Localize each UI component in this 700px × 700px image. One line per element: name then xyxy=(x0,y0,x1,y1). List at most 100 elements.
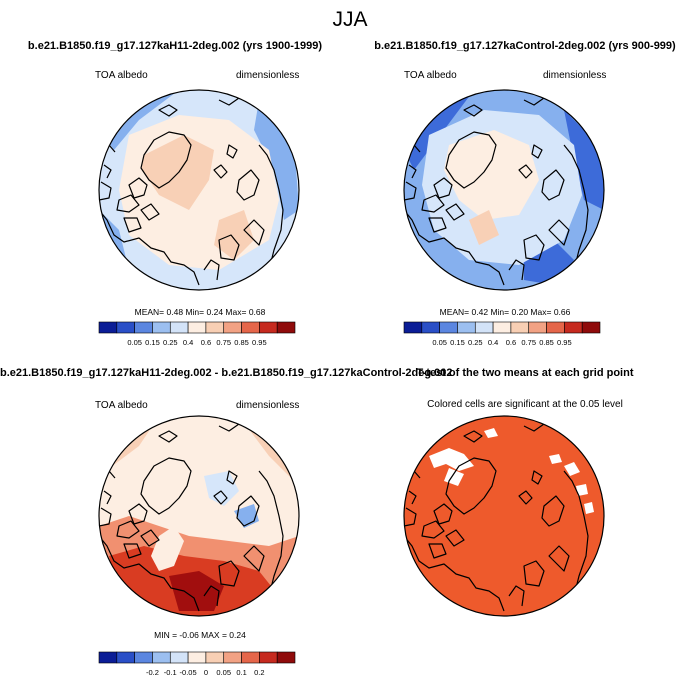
insignificant-region xyxy=(549,454,562,464)
colorbar-swatch xyxy=(169,321,189,334)
insignificant-region xyxy=(484,428,498,438)
map-border xyxy=(98,415,300,617)
colorbar-swatch xyxy=(187,321,207,334)
colorbar-tick-label: 0.25 xyxy=(468,338,483,347)
panel-2-stats: MEAN= 0.42 Min= 0.20 Max= 0.66 xyxy=(439,307,571,317)
colorbar-tick-label: 0.95 xyxy=(252,338,267,347)
albedo-low-region xyxy=(564,110,604,210)
colorbar-swatch xyxy=(241,321,260,334)
colorbar-swatch xyxy=(187,651,207,664)
significance-fill xyxy=(404,416,604,616)
colorbar-tick-label: 0.2 xyxy=(254,668,264,677)
panel-1-map xyxy=(98,89,300,291)
colorbar-tick-label: 0.6 xyxy=(201,338,211,347)
panel-3-title: b.e21.B1850.f19_g17.127kaH11-2deg.002 - … xyxy=(0,367,453,379)
panel-1-units-label: dimensionless xyxy=(236,70,300,81)
colorbar-tick-label: -0.1 xyxy=(164,668,177,677)
colorbar-tick-label: 0.95 xyxy=(557,338,572,347)
colorbar-swatch xyxy=(528,321,547,334)
colorbar-swatch xyxy=(259,651,278,664)
diff-neutral-region xyxy=(151,526,184,571)
insignificant-region xyxy=(564,462,580,476)
map-border xyxy=(403,89,605,291)
albedo-high-region xyxy=(214,210,254,260)
colorbar-swatch xyxy=(457,321,476,334)
diff-max-region xyxy=(169,571,224,611)
panel-1-min: 0.24 xyxy=(206,307,224,317)
diff-negative-region xyxy=(204,471,239,506)
panel-1-mean: 0.48 xyxy=(166,307,184,317)
colorbar-tick-label: 0.6 xyxy=(506,338,516,347)
panel-1-max: 0.68 xyxy=(248,307,266,317)
panel-3-max: 0.24 xyxy=(229,630,246,640)
colorbar-swatch xyxy=(169,651,189,664)
insignificant-region xyxy=(429,448,474,471)
colorbar-swatch xyxy=(546,321,565,334)
colorbar-swatch xyxy=(564,321,583,334)
albedo-low-region xyxy=(254,100,299,220)
colorbar-tick-label: 0.05 xyxy=(432,338,447,347)
albedo-high-region xyxy=(141,135,214,210)
colorbar-swatch xyxy=(492,321,512,334)
panel-2-mean: 0.42 xyxy=(471,307,489,317)
colorbar-swatch xyxy=(152,321,171,334)
panel-4-map xyxy=(403,415,605,617)
panel-3-map xyxy=(98,415,300,617)
panel-1-colorbar: 0.05 0.15 0.25 0.4 0.6 0.75 0.85 0.95 xyxy=(98,321,296,347)
panel-2-max: 0.66 xyxy=(553,307,571,317)
colorbar-tick-label: 0.75 xyxy=(521,338,536,347)
colorbar-swatch xyxy=(152,651,171,664)
colorbar-tick-label: 0.05 xyxy=(216,668,231,677)
colorbar-swatch xyxy=(474,321,494,334)
insignificant-region xyxy=(576,484,588,496)
colorbar-tick-label: 0.4 xyxy=(488,338,498,347)
colorbar-swatch xyxy=(205,321,225,334)
map-border xyxy=(403,415,605,617)
panel-2-variable-label: TOA albedo xyxy=(404,70,457,81)
insignificant-region xyxy=(584,502,594,514)
colorbar-swatch xyxy=(116,651,135,664)
colorbar-swatch xyxy=(98,321,118,334)
colorbar-swatch xyxy=(403,321,423,334)
colorbar-tick-label: 0.75 xyxy=(216,338,231,347)
colorbar-swatch xyxy=(439,321,458,334)
colorbar-swatch xyxy=(241,651,260,664)
colorbar-tick-label: -0.05 xyxy=(180,668,197,677)
panel-2-map xyxy=(403,89,605,291)
panel-2-units-label: dimensionless xyxy=(543,70,607,81)
colorbar-tick-label: 0.85 xyxy=(234,338,249,347)
colorbar-swatch xyxy=(276,651,296,664)
colorbar-tick-label: 0.15 xyxy=(145,338,160,347)
panel-1-stats: MEAN= 0.48 Min= 0.24 Max= 0.68 xyxy=(134,307,266,317)
colorbar-swatch xyxy=(223,651,242,664)
panel-2-colorbar: 0.05 0.15 0.25 0.4 0.6 0.75 0.85 0.95 xyxy=(403,321,601,347)
colorbar-tick-label: 0.85 xyxy=(539,338,554,347)
colorbar-swatch xyxy=(223,321,242,334)
panel-1-title: b.e21.B1850.f19_g17.127kaH11-2deg.002 (y… xyxy=(27,40,323,52)
panel-4-title: T-test of the two means at each grid poi… xyxy=(416,367,634,379)
colorbar-swatch xyxy=(421,321,440,334)
colorbar-swatch xyxy=(510,321,530,334)
colorbar-tick-label: 0.4 xyxy=(183,338,193,347)
albedo-high-region xyxy=(469,210,499,245)
panel-3-colorbar: -0.2 -0.1 -0.05 0 0.05 0.1 0.2 xyxy=(98,651,296,677)
colorbar-swatch xyxy=(98,651,118,664)
panel-4-subtitle: Colored cells are significant at the 0.0… xyxy=(427,399,623,410)
colorbar-swatch xyxy=(205,651,225,664)
colorbar-tick-label: 0.1 xyxy=(236,668,246,677)
page-title: JJA xyxy=(332,8,368,31)
colorbar-tick-label: 0.05 xyxy=(127,338,142,347)
panel-2-min: 0.20 xyxy=(511,307,529,317)
colorbar-tick-label: -0.2 xyxy=(146,668,159,677)
panel-3-stats: MIN = -0.06 MAX = 0.24 xyxy=(154,630,246,640)
colorbar-tick-label: 0.15 xyxy=(450,338,465,347)
colorbar-swatch xyxy=(581,321,601,334)
map-border xyxy=(98,89,300,291)
panel-1-variable-label: TOA albedo xyxy=(95,70,148,81)
albedo-high-region xyxy=(444,130,539,220)
colorbar-tick-label: 0 xyxy=(204,668,208,677)
colorbar-swatch xyxy=(134,651,153,664)
albedo-low-region xyxy=(99,90,179,150)
panel-2-title: b.e21.B1850.f19_g17.127kaControl-2deg.00… xyxy=(374,40,676,52)
colorbar-swatch xyxy=(276,321,296,334)
